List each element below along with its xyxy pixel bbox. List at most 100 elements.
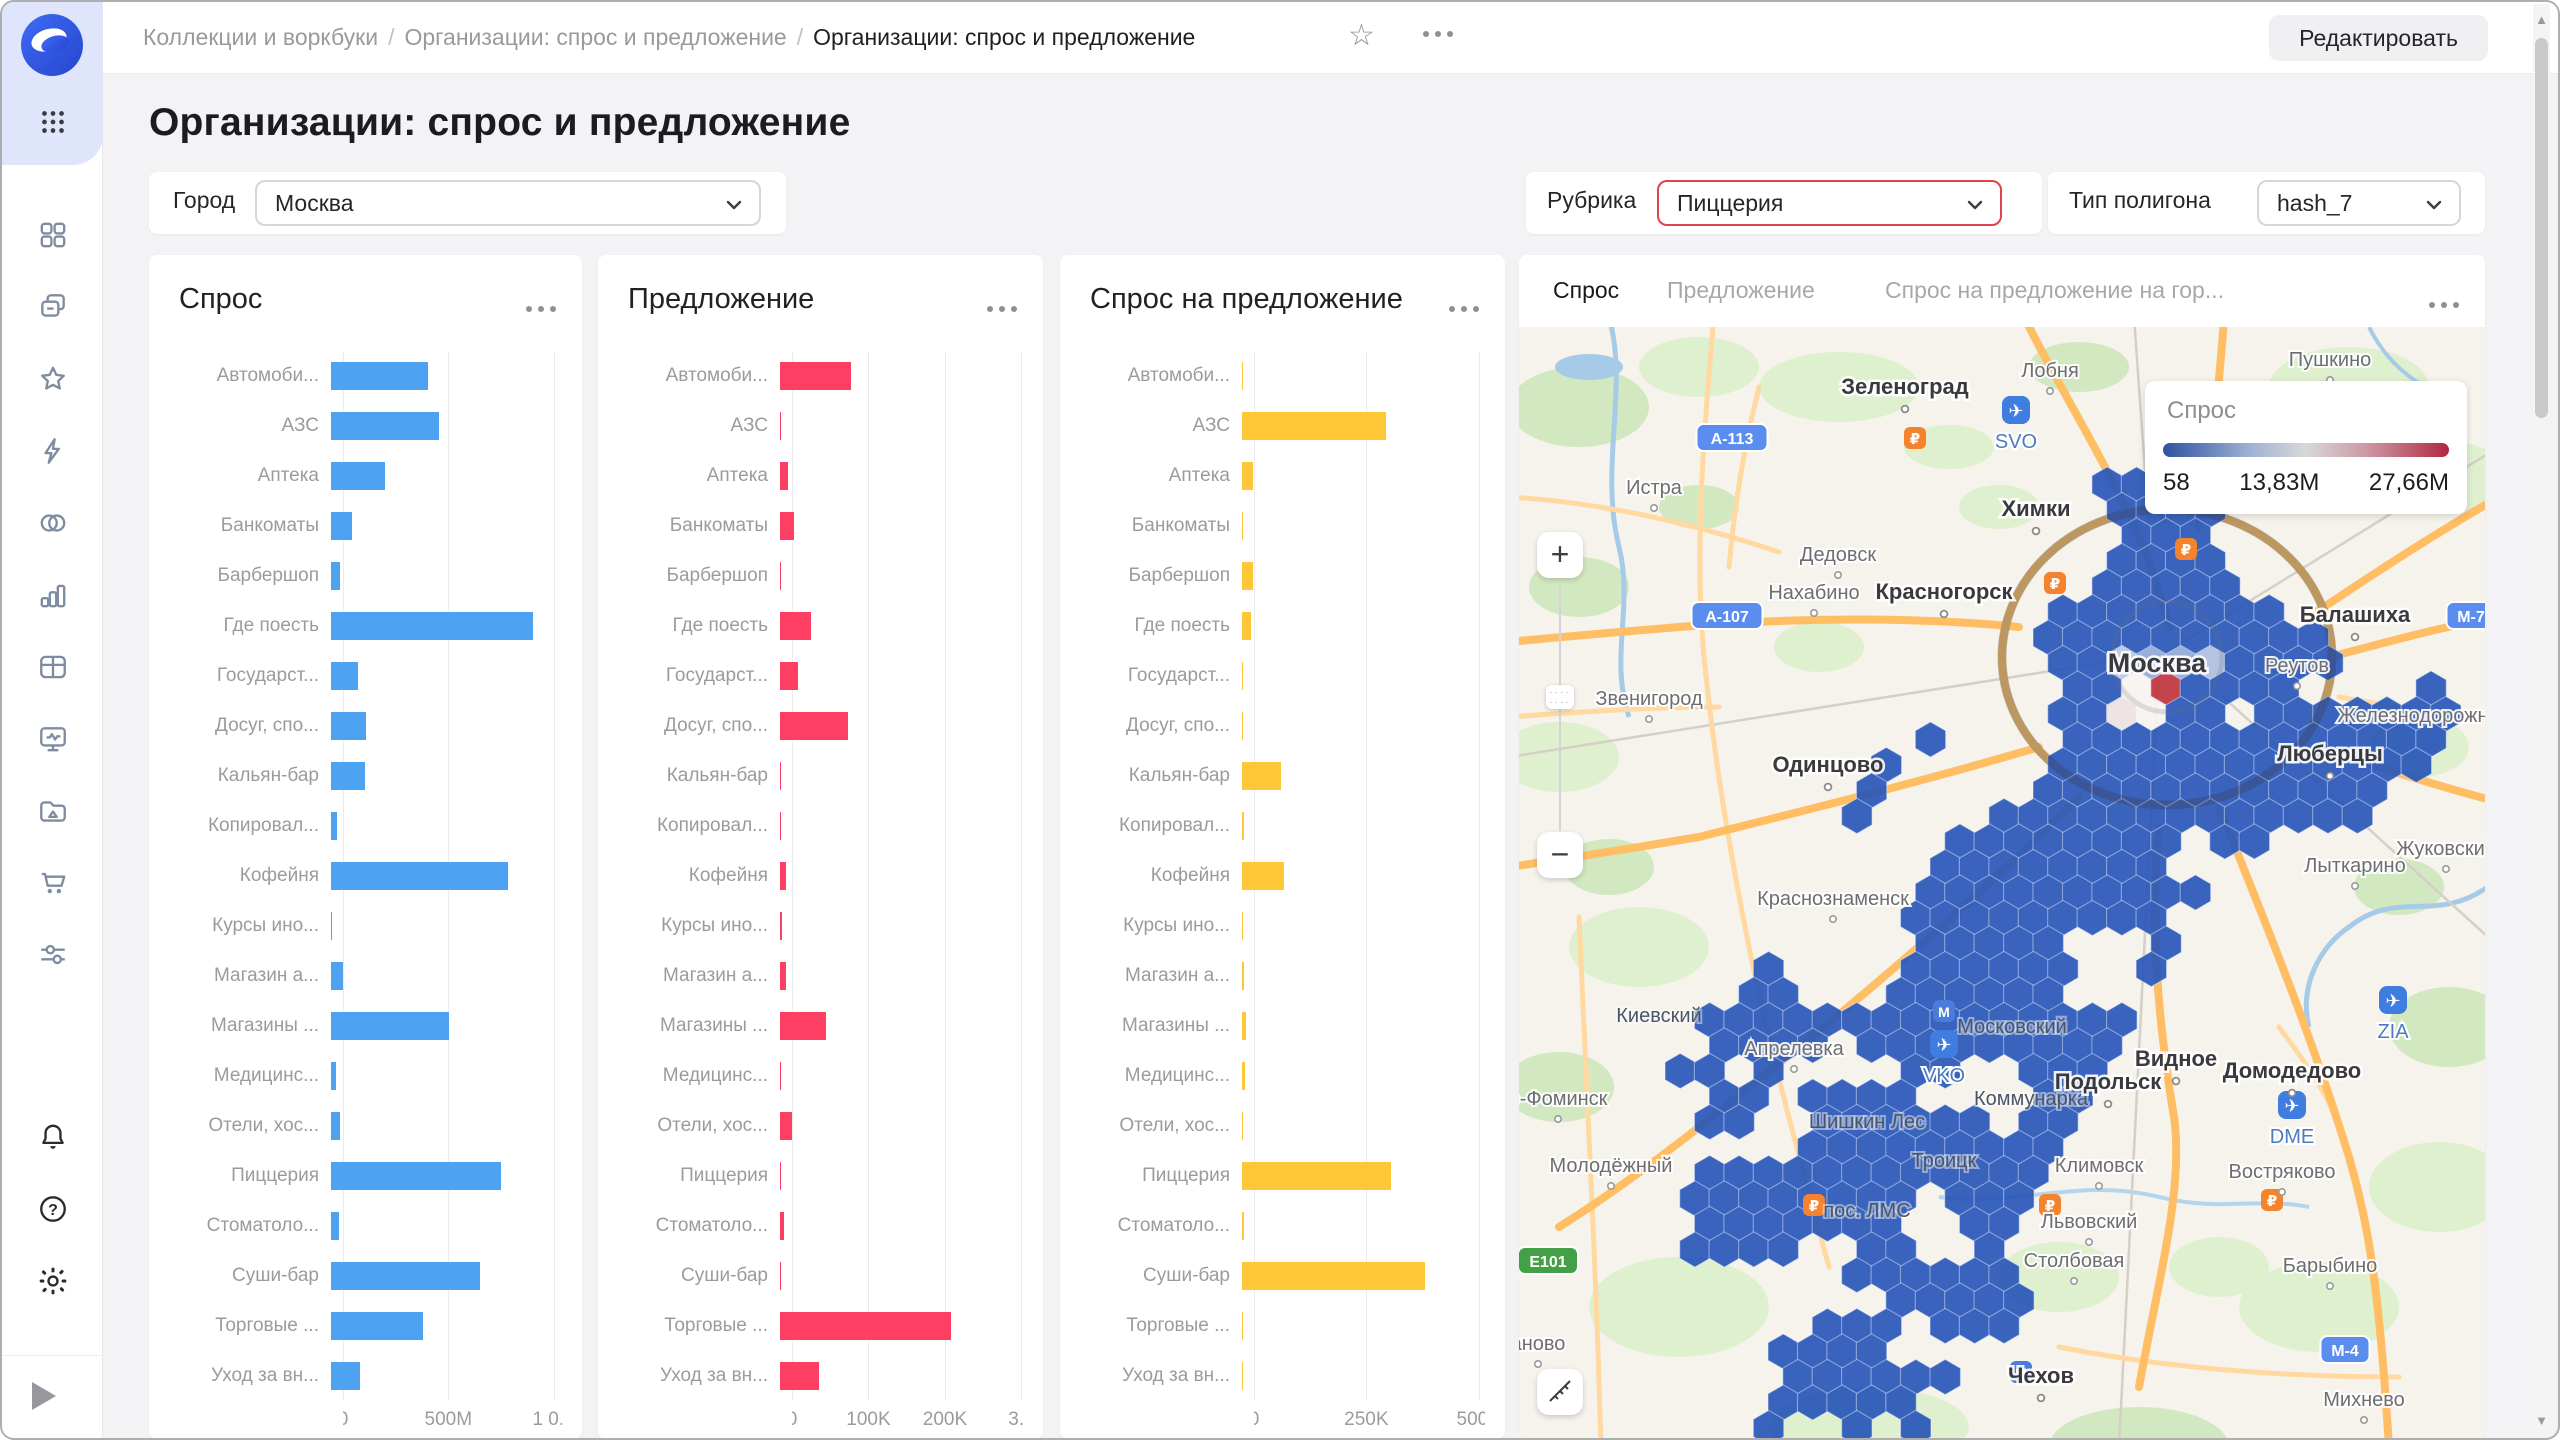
zoom-in-button[interactable]: + <box>1537 532 1583 578</box>
bar[interactable] <box>1242 512 1244 540</box>
datalens-logo-icon[interactable] <box>21 14 83 76</box>
bar[interactable] <box>780 1212 785 1240</box>
bar[interactable] <box>331 562 341 590</box>
bar[interactable] <box>780 1162 781 1190</box>
bar[interactable] <box>1242 1012 1246 1040</box>
bar[interactable] <box>331 762 365 790</box>
nav-connections-icon[interactable] <box>37 507 69 539</box>
bell-icon[interactable] <box>37 1121 69 1153</box>
map-ruler-button[interactable] <box>1537 1369 1583 1415</box>
gear-icon[interactable] <box>37 1265 69 1297</box>
bar[interactable] <box>331 962 343 990</box>
chart-menu-icon[interactable] <box>987 291 1017 327</box>
bar[interactable] <box>780 912 782 940</box>
bar[interactable] <box>331 462 386 490</box>
bar[interactable] <box>1242 1162 1392 1190</box>
bar[interactable] <box>331 612 534 640</box>
bar[interactable] <box>331 1162 501 1190</box>
sidebar-expand-icon[interactable] <box>32 1382 56 1410</box>
nav-settings-sliders-icon[interactable] <box>37 938 69 970</box>
bar[interactable] <box>1242 412 1387 440</box>
bar[interactable] <box>331 912 332 940</box>
bar[interactable] <box>1242 762 1281 790</box>
nav-workbooks-icon[interactable] <box>37 291 69 323</box>
scrollbar-thumb[interactable] <box>2535 38 2548 418</box>
bar[interactable] <box>780 812 781 840</box>
bar[interactable] <box>331 812 338 840</box>
breadcrumb-menu-icon[interactable] <box>1423 16 1453 52</box>
bar[interactable] <box>1242 1312 1243 1340</box>
nav-marketplace-cart-icon[interactable] <box>37 866 69 898</box>
apps-grid-icon[interactable] <box>37 106 69 138</box>
bar[interactable] <box>331 1012 449 1040</box>
rubric-select[interactable]: Пиццерия <box>1657 180 2002 226</box>
scroll-up-icon[interactable]: ▲ <box>2535 12 2548 27</box>
nav-dashboards-icon[interactable] <box>37 723 69 755</box>
bar[interactable] <box>780 712 849 740</box>
map-menu-icon[interactable] <box>2429 287 2459 323</box>
map-tab-supply[interactable]: Предложение <box>1667 277 1815 303</box>
bar[interactable] <box>1242 812 1245 840</box>
chart-menu-icon[interactable] <box>1449 291 1479 327</box>
scroll-down-icon[interactable]: ▼ <box>2535 1413 2548 1428</box>
bar[interactable] <box>331 1362 360 1390</box>
bar[interactable] <box>780 612 812 640</box>
bar[interactable] <box>1242 862 1284 890</box>
bar[interactable] <box>780 1312 951 1340</box>
bar[interactable] <box>780 362 851 390</box>
nav-grid-squares-icon[interactable] <box>37 219 69 251</box>
bar[interactable] <box>1242 1112 1243 1140</box>
map-area[interactable]: ₽ ₽ ₽ ₽ ₽ ₽ М М ✈ SVO ✈ VKO ✈ DME ✈ ZIA А-113 А-107 М-7 М-4… <box>1519 327 2485 1439</box>
bar[interactable] <box>780 562 781 590</box>
polygon-select[interactable]: hash_7 <box>2257 180 2461 226</box>
bar[interactable] <box>1242 362 1243 390</box>
bar[interactable] <box>780 662 798 690</box>
bar[interactable] <box>1242 962 1245 990</box>
breadcrumb-collections[interactable]: Коллекции и воркбуки <box>143 24 379 50</box>
chart-menu-icon[interactable] <box>526 291 556 327</box>
bar[interactable] <box>780 512 795 540</box>
bar[interactable] <box>1242 1262 1425 1290</box>
bar[interactable] <box>331 512 352 540</box>
nav-tables-icon[interactable] <box>37 651 69 683</box>
bar[interactable] <box>780 1012 826 1040</box>
bar[interactable] <box>780 1362 819 1390</box>
bar[interactable] <box>1242 662 1243 690</box>
bar[interactable] <box>331 412 440 440</box>
bar[interactable] <box>331 1262 481 1290</box>
nav-charts-icon[interactable] <box>37 579 69 611</box>
zoom-out-button[interactable]: − <box>1537 832 1583 878</box>
bar[interactable] <box>331 862 509 890</box>
bar[interactable] <box>780 1062 781 1090</box>
page-scrollbar[interactable]: ▲ ▼ <box>2533 4 2550 1436</box>
bar[interactable] <box>1242 1362 1243 1390</box>
city-select[interactable]: Москва <box>255 180 761 226</box>
bar[interactable] <box>1242 612 1252 640</box>
nav-media-folder-icon[interactable] <box>37 795 69 827</box>
edit-button[interactable]: Редактировать <box>2269 15 2488 61</box>
favorite-star-icon[interactable]: ☆ <box>1348 19 1375 52</box>
bar[interactable] <box>331 1312 424 1340</box>
bar[interactable] <box>331 1062 337 1090</box>
help-icon[interactable]: ? <box>37 1193 69 1225</box>
breadcrumb-workbook[interactable]: Организации: спрос и предложение <box>404 24 787 50</box>
map-canvas[interactable]: ₽ ₽ ₽ ₽ ₽ ₽ М М ✈ SVO ✈ VKO ✈ DME ✈ ZIA А-113 А-107 М-7 М-4… <box>1519 327 2485 1439</box>
bar[interactable] <box>331 1212 340 1240</box>
bar[interactable] <box>780 1262 781 1290</box>
zoom-slider-handle[interactable]: ···· ···· <box>1546 685 1574 709</box>
bar[interactable] <box>1242 462 1254 490</box>
bar[interactable] <box>780 962 786 990</box>
bar[interactable] <box>331 712 367 740</box>
bar[interactable] <box>331 1112 341 1140</box>
bar[interactable] <box>780 462 789 490</box>
bar[interactable] <box>331 662 359 690</box>
map-tab-demand-per-supply[interactable]: Спрос на предложение на гор... <box>1885 277 2225 303</box>
bar[interactable] <box>1242 712 1243 740</box>
bar[interactable] <box>780 412 781 440</box>
bar[interactable] <box>780 1112 793 1140</box>
bar[interactable] <box>1242 1062 1246 1090</box>
nav-lightning-icon[interactable] <box>37 435 69 467</box>
bar[interactable] <box>1242 1212 1245 1240</box>
bar[interactable] <box>1242 912 1243 940</box>
map-tab-demand[interactable]: Спрос <box>1553 277 1620 303</box>
